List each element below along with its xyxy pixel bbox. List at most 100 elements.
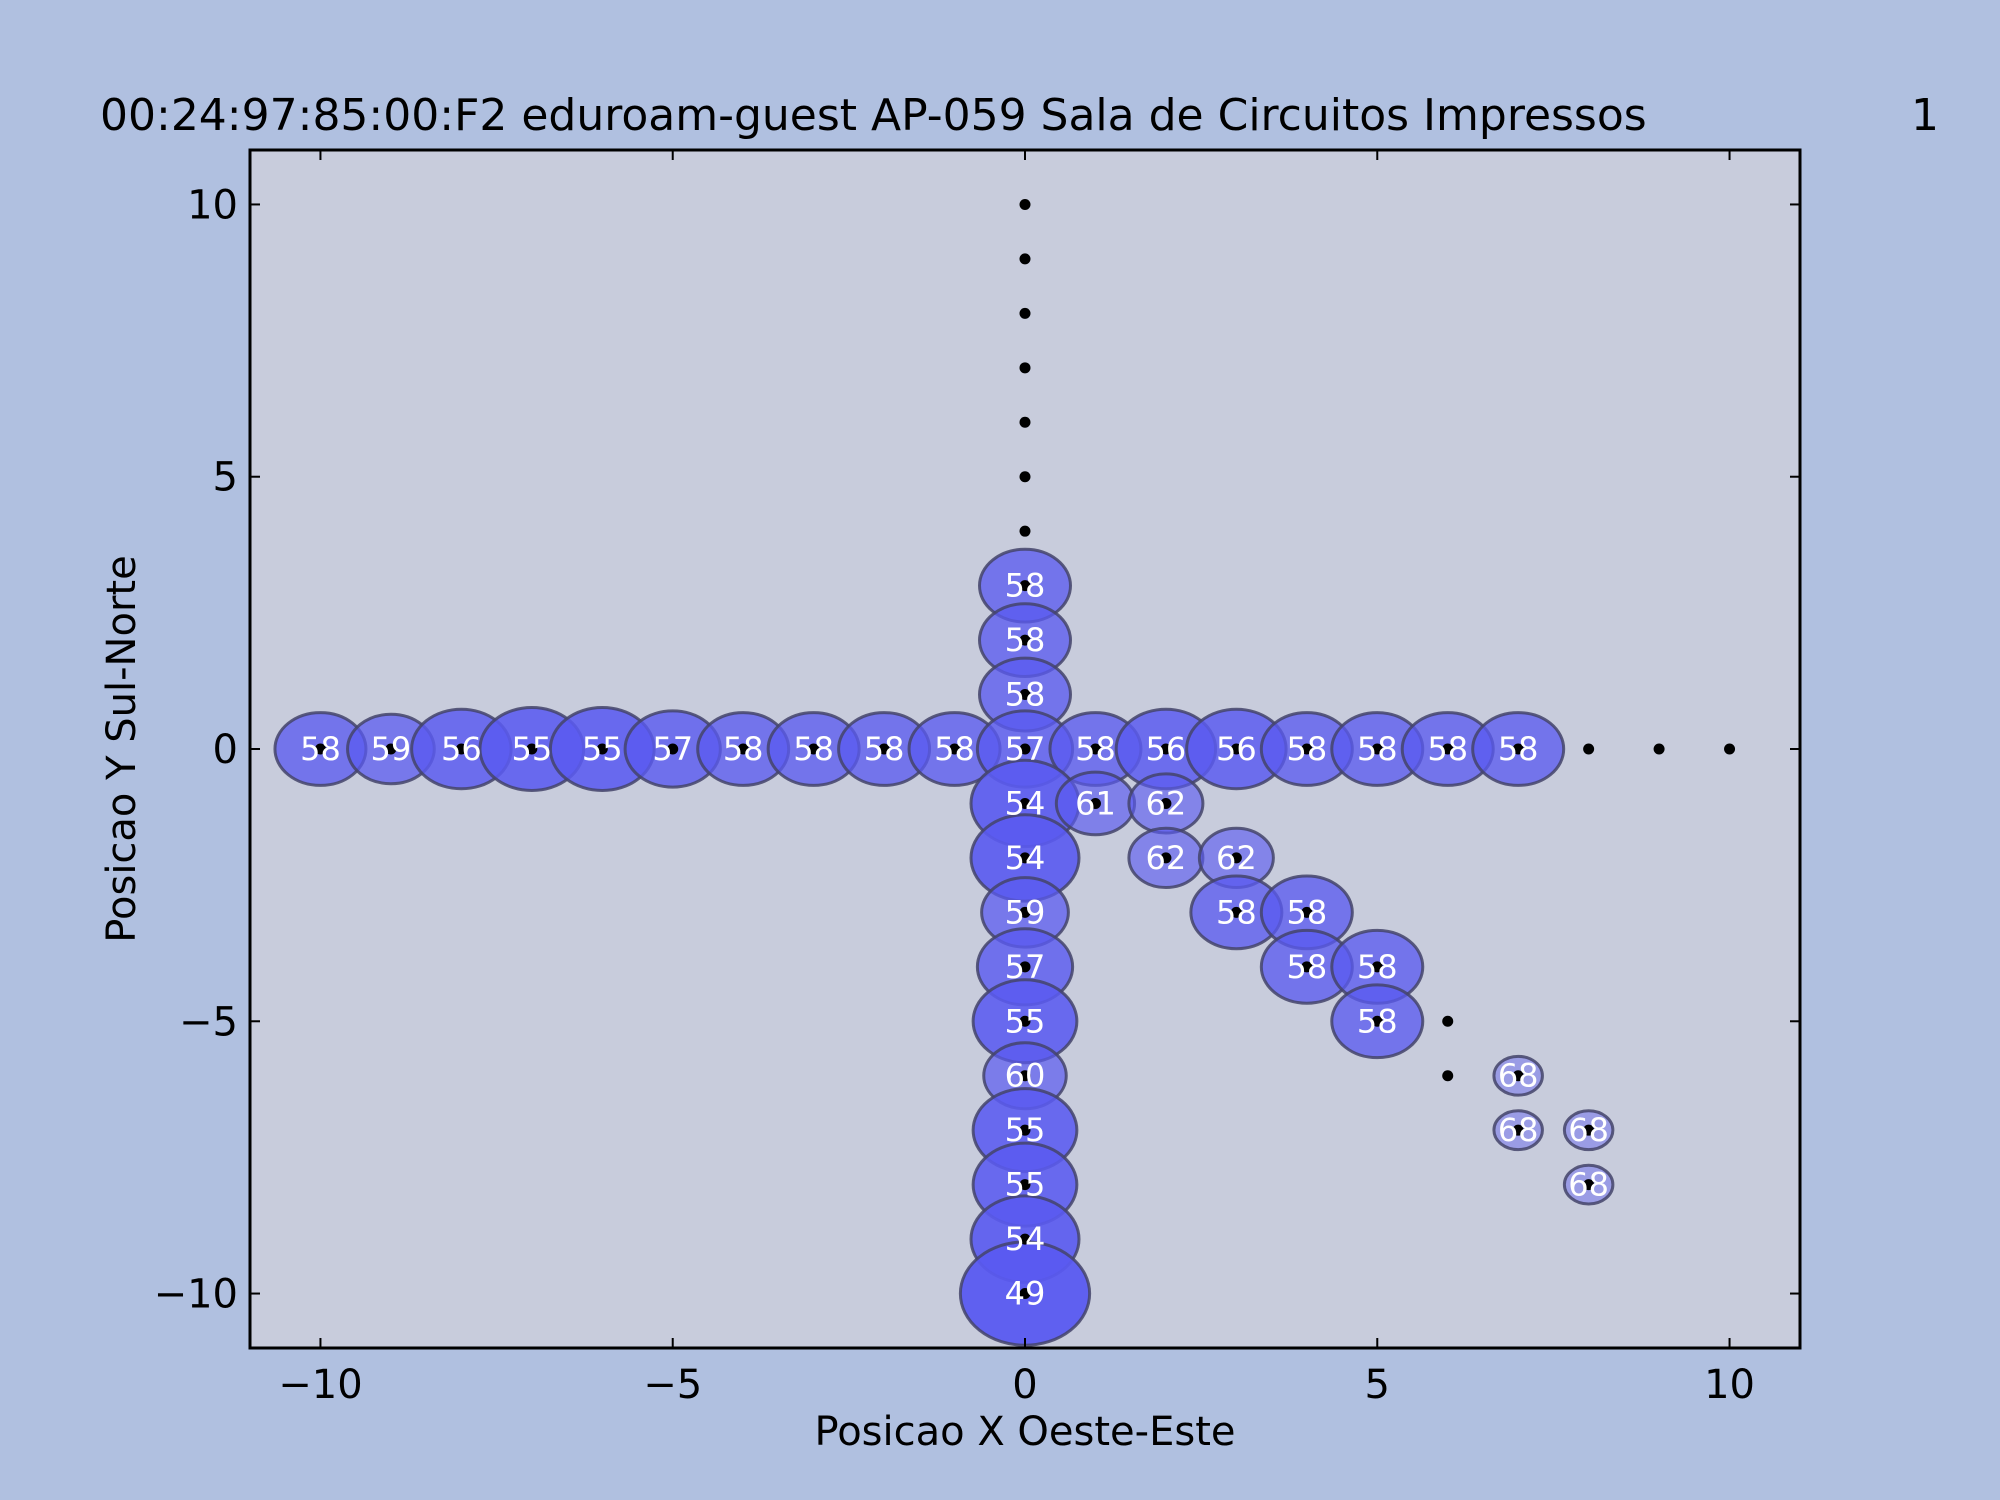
measurement-point [1019, 689, 1031, 701]
bubble-value-label: 58 [1357, 730, 1398, 768]
measurement-point [1019, 253, 1031, 265]
bubble-value-label: 58 [300, 730, 341, 768]
measurement-point [1019, 525, 1031, 537]
measurement-point [1019, 362, 1031, 374]
bubble-value-label: 62 [1216, 839, 1257, 877]
measurement-point [737, 743, 749, 755]
bubble-value-label: 58 [1005, 676, 1046, 714]
measurement-point [1301, 961, 1313, 973]
measurement-point [1019, 307, 1031, 319]
x-tick-label: −5 [643, 1362, 702, 1408]
measurement-point [1230, 852, 1242, 864]
bubble-value-label: 58 [723, 730, 764, 768]
bubble-value-label: 54 [1005, 784, 1046, 822]
measurement-point [1160, 743, 1172, 755]
measurement-point [1160, 797, 1172, 809]
bubble-value-label: 58 [1498, 730, 1539, 768]
bubble-value-label: 58 [1427, 730, 1468, 768]
measurement-point [1160, 852, 1172, 864]
measurement-point [1019, 416, 1031, 428]
measurement-point [1019, 961, 1031, 973]
measurement-point [455, 743, 467, 755]
measurement-point [1512, 1070, 1524, 1082]
marks-layer: 58 58 58 58 59 56 55 55 57 58 58 58 58 57 58 56 56 58 58 58… [273, 198, 1736, 1347]
measurement-point [1371, 1015, 1383, 1027]
measurement-point [1089, 797, 1101, 809]
measurement-point [949, 743, 961, 755]
measurement-point [878, 743, 890, 755]
x-tick-label: 0 [1012, 1362, 1037, 1408]
measurement-point [1019, 852, 1031, 864]
bubble-value-label: 58 [793, 730, 834, 768]
measurement-point [1371, 961, 1383, 973]
y-tick-label: −10 [154, 1272, 238, 1318]
bubble-value-label: 58 [1286, 948, 1327, 986]
measurement-point [1230, 743, 1242, 755]
bubble-value-label: 68 [1498, 1111, 1539, 1149]
bubble-value-label: 58 [1005, 621, 1046, 659]
measurement-point [667, 743, 679, 755]
bubble-value-label: 55 [1005, 1002, 1046, 1040]
measurement-point [1442, 1070, 1454, 1082]
plot-frame [248, 148, 1802, 1350]
measurement-point [1019, 634, 1031, 646]
measurement-point [1019, 580, 1031, 592]
bubble-value-label: 68 [1568, 1111, 1609, 1149]
y-axis-label: Posicao Y Sul-Norte [99, 555, 145, 942]
measurement-point [1230, 906, 1242, 918]
bubble-value-label: 58 [1286, 893, 1327, 931]
bubble-value-label: 57 [652, 730, 693, 768]
measurement-point [1019, 1288, 1031, 1300]
measurement-point [1442, 743, 1454, 755]
bubble-value-label: 49 [1005, 1275, 1046, 1313]
bubble-value-label: 58 [1216, 893, 1257, 931]
bubble-value-label: 55 [1005, 1111, 1046, 1149]
bubble-value-label: 61 [1075, 784, 1116, 822]
ticks-layer: −10 −5 0 5 10 −10 −5 0 5 10 [154, 150, 1800, 1408]
measurement-point [1583, 743, 1595, 755]
x-axis-label: Posicao X Oeste-Este [815, 1409, 1236, 1455]
x-tick-label: −10 [278, 1362, 362, 1408]
chart-title-suffix: 1 [1911, 90, 1939, 141]
x-tick-label: 10 [1704, 1362, 1755, 1408]
y-tick-label: 5 [213, 455, 238, 501]
chart-title: 00:24:97:85:00:F2 eduroam-guest AP-059 S… [100, 90, 1647, 141]
measurement-point [1019, 743, 1031, 755]
bubble-value-label: 56 [1216, 730, 1257, 768]
measurement-point [1019, 1015, 1031, 1027]
measurement-point [1019, 797, 1031, 809]
measurement-point [1583, 1179, 1595, 1191]
x-tick-label: 5 [1365, 1362, 1390, 1408]
measurement-point [1724, 743, 1736, 755]
measurement-point [1442, 1015, 1454, 1027]
bubble-value-label: 58 [1075, 730, 1116, 768]
measurement-point [1583, 1124, 1595, 1136]
bubble-value-label: 56 [441, 730, 482, 768]
bubble-value-label: 59 [1005, 893, 1046, 931]
bubble-value-label: 57 [1005, 730, 1046, 768]
measurement-point [1653, 743, 1665, 755]
bubble-value-label: 56 [1146, 730, 1187, 768]
measurement-point [1019, 906, 1031, 918]
bubble-value-label: 58 [1357, 948, 1398, 986]
bubble-value-label: 57 [1005, 948, 1046, 986]
bubble-value-label: 68 [1568, 1166, 1609, 1204]
bubble-value-label: 58 [864, 730, 905, 768]
measurement-point [1019, 1070, 1031, 1082]
y-tick-label: −5 [179, 999, 238, 1045]
measurement-point [1371, 743, 1383, 755]
y-tick-label: 0 [213, 727, 238, 773]
bubble-value-label: 55 [511, 730, 552, 768]
bubble-value-label: 62 [1146, 784, 1187, 822]
bubble-value-label: 59 [371, 730, 412, 768]
measurement-point [1512, 1124, 1524, 1136]
bubble-value-label: 58 [1357, 1002, 1398, 1040]
bubble-value-label: 60 [1005, 1057, 1046, 1095]
bubble-value-label: 55 [582, 730, 623, 768]
measurement-point [1301, 743, 1313, 755]
measurement-point [526, 743, 538, 755]
bubble-value-label: 58 [934, 730, 975, 768]
measurement-point [808, 743, 820, 755]
bubble-value-label: 58 [1286, 730, 1327, 768]
measurement-point [1019, 198, 1031, 210]
